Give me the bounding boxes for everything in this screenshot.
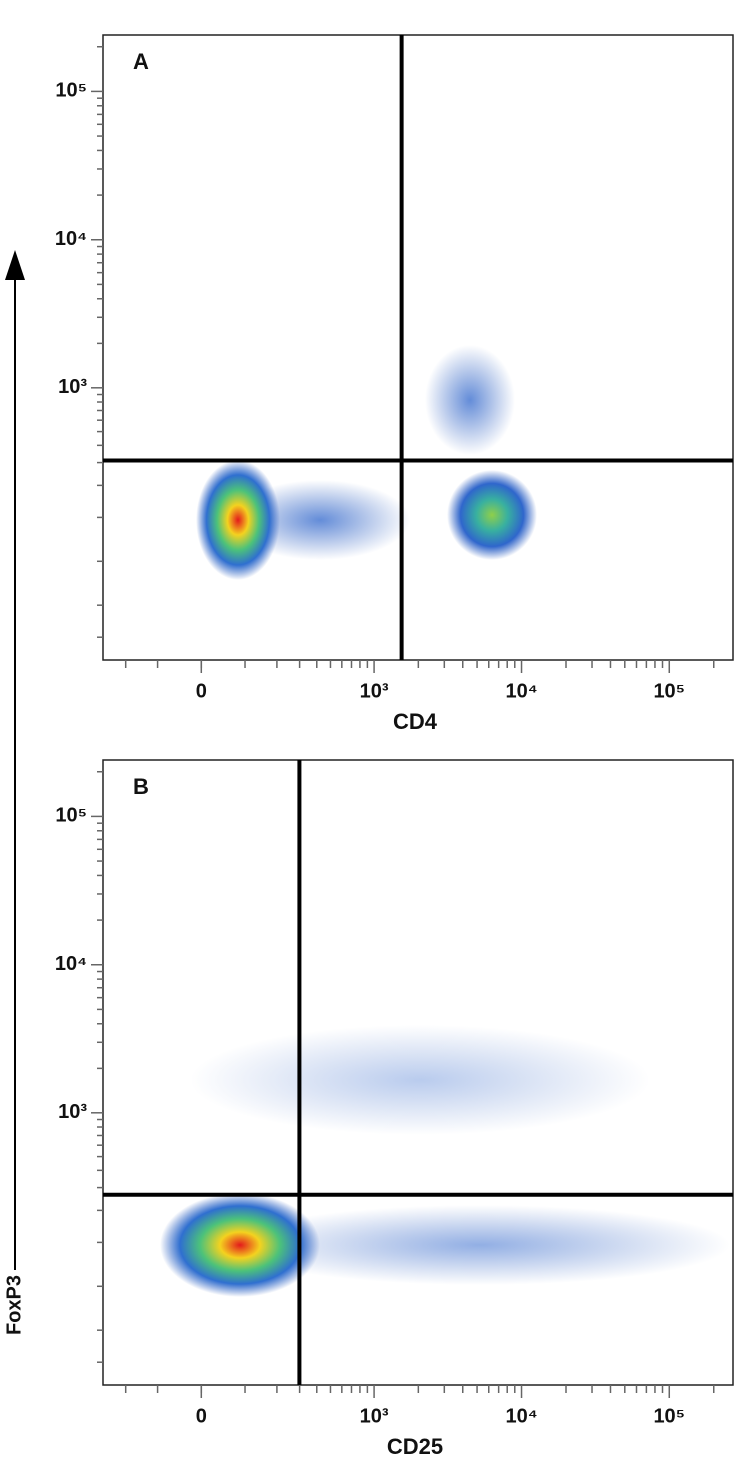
- population-cloud: [230, 1205, 730, 1285]
- x-tick-label: 0: [196, 1405, 207, 1427]
- y-axis-label: FoxP3: [3, 1275, 25, 1335]
- population-clouds: [160, 345, 730, 1297]
- x-tick-label: 0: [196, 680, 207, 702]
- x-tick-label: 10⁵: [653, 1405, 685, 1427]
- panel-label: B: [133, 774, 149, 799]
- y-tick-label: 10³: [58, 1101, 87, 1123]
- x-tick-label: 10³: [360, 1405, 389, 1427]
- y-tick-label: 10⁵: [55, 805, 87, 827]
- x-tick-label: 10⁴: [505, 680, 537, 702]
- panel-label: A: [133, 49, 149, 74]
- arrow-head: [5, 250, 25, 280]
- y-tick-label: 10³: [58, 376, 87, 398]
- x-tick-label: 10⁴: [505, 1405, 537, 1427]
- population-cloud: [160, 1193, 320, 1297]
- x-axis-label: CD4: [393, 709, 438, 734]
- population-cloud: [190, 1025, 650, 1135]
- x-axis-label: CD25: [387, 1434, 443, 1459]
- plot-frame: [102, 34, 734, 661]
- population-cloud: [196, 460, 280, 580]
- population-cloud: [425, 345, 515, 455]
- x-tick-label: 10⁵: [653, 680, 685, 702]
- y-tick-label: 10⁴: [55, 953, 87, 975]
- y-tick-label: 10⁴: [55, 228, 87, 250]
- population-cloud: [447, 470, 537, 560]
- y-tick-label: 10⁵: [55, 80, 87, 102]
- x-tick-label: 10³: [360, 680, 389, 702]
